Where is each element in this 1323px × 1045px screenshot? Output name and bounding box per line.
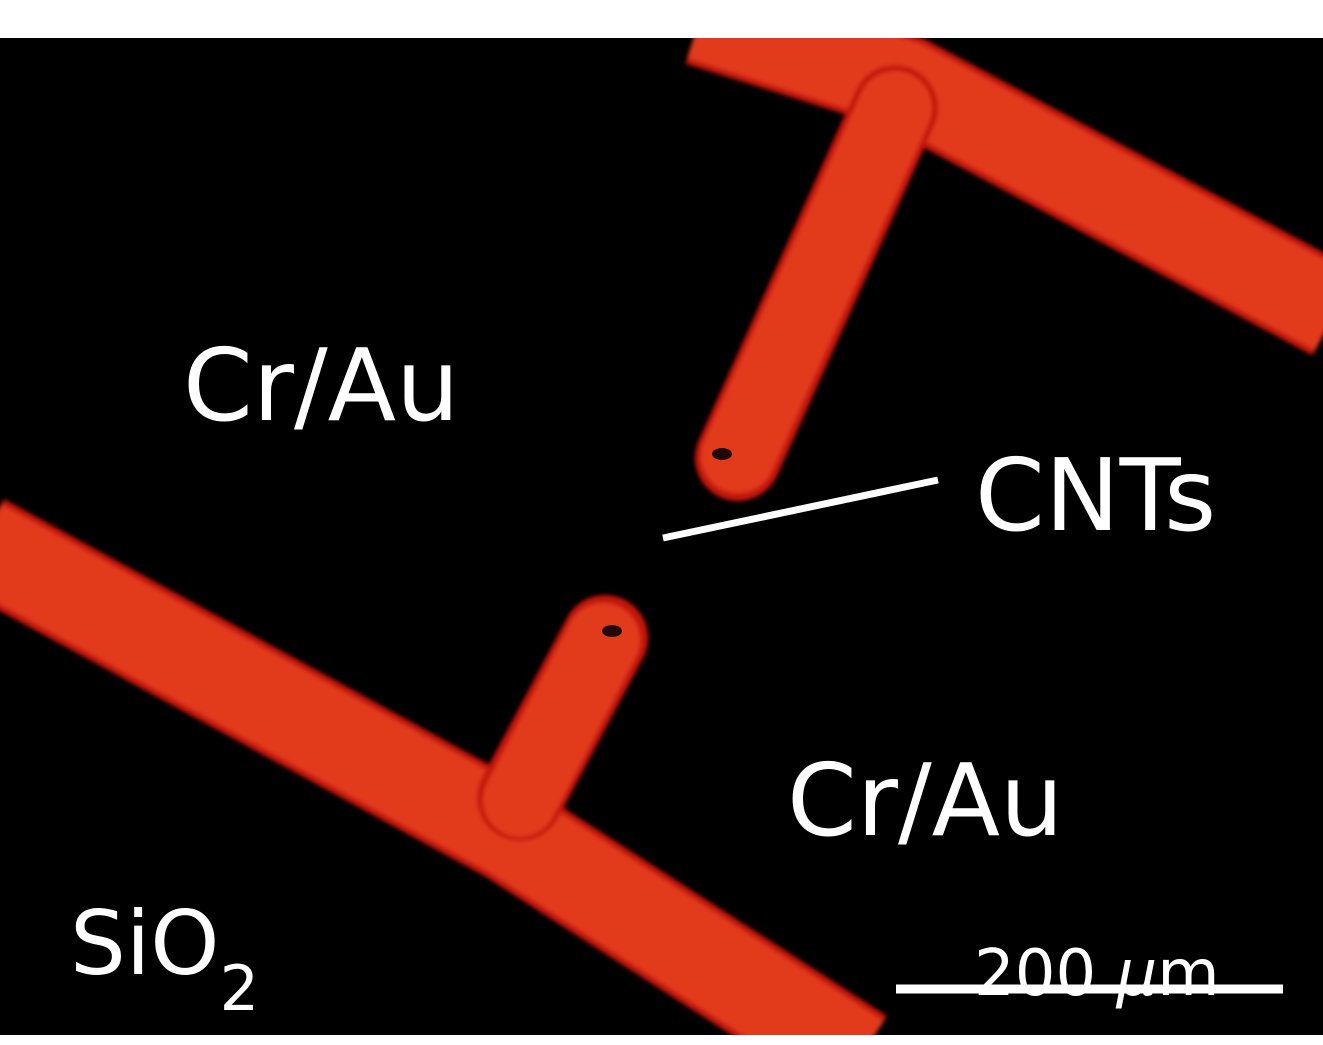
top-tip-notch: [712, 448, 732, 460]
scale-unit-prefix: μ: [1116, 937, 1158, 1011]
bottom-tip-notch: [602, 625, 622, 637]
electrode-bottom-label: Cr/Au: [787, 742, 1064, 859]
scale-unit: m: [1157, 937, 1220, 1011]
substrate-main-text: SiO: [70, 892, 220, 995]
scale-value: 200: [974, 937, 1117, 1011]
electrode-traces: [0, 38, 1323, 1035]
substrate-subscript: 2: [219, 952, 260, 1025]
micrograph-image: Cr/Au Cr/Au CNTs SiO2 200 μm: [0, 38, 1323, 1035]
cnts-pointer-line: [662, 476, 939, 542]
electrode-top-label: Cr/Au: [183, 327, 460, 444]
cnts-label: CNTs: [975, 437, 1217, 554]
substrate-label: SiO2: [70, 900, 259, 1020]
scale-bar-label: 200 μm: [974, 942, 1220, 1006]
